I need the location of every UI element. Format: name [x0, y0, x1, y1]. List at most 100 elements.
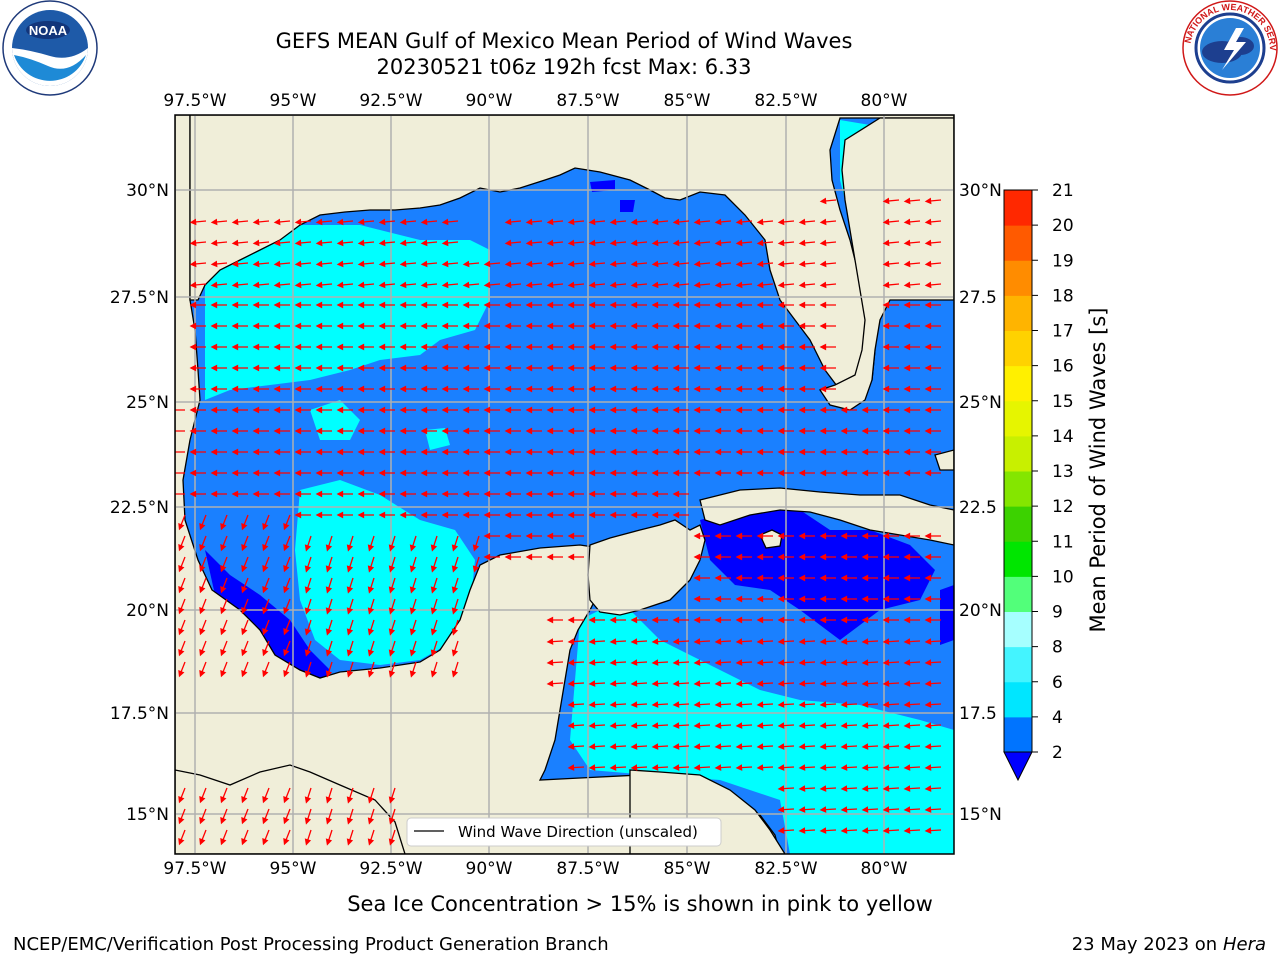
wind-arrow: [175, 406, 185, 414]
wind-arrow: [430, 661, 438, 678]
wind-arrow: [588, 659, 606, 666]
wind-arrow: [714, 764, 732, 771]
wind-arrow: [714, 364, 731, 372]
wind-arrow: [357, 406, 374, 414]
wind-arrow: [903, 743, 921, 750]
wind-arrow: [840, 574, 857, 582]
wind-arrow: [409, 619, 417, 636]
wind-arrow: [798, 680, 816, 687]
graticule: [175, 115, 954, 854]
wind-arrow: [546, 281, 564, 289]
wind-arrow: [777, 260, 795, 268]
latitude-tick-label: 27.5°N: [110, 288, 169, 308]
wind-arrow: [798, 638, 816, 645]
wind-arrow: [367, 640, 375, 657]
wind-arrow: [283, 514, 291, 531]
wind-arrow: [924, 616, 941, 624]
wind-arrow: [861, 659, 879, 666]
wind-arrow: [630, 511, 647, 519]
wind-arrow: [777, 406, 794, 414]
wind-arrow: [420, 364, 437, 372]
wind-arrow: [903, 239, 921, 247]
wind-arrow: [378, 406, 395, 414]
wind-arrow: [399, 448, 416, 456]
wind-arrows: [175, 197, 942, 846]
wind-arrow: [798, 785, 816, 792]
wind-arrow: [693, 553, 710, 561]
wind-arrow: [462, 281, 480, 289]
wind-arrow: [903, 595, 920, 603]
wind-arrow: [903, 680, 921, 687]
wind-arrow: [630, 743, 648, 750]
wind-arrow: [798, 301, 815, 309]
wind-arrow: [546, 553, 563, 561]
wind-arrow: [735, 532, 752, 540]
wind-arrow: [378, 239, 396, 247]
colorbar-segment: [1004, 435, 1032, 472]
wind-arrow: [504, 218, 522, 226]
wind-arrow: [756, 218, 774, 226]
wind-arrow: [294, 343, 311, 351]
longitude-tick-label: 87.5°W: [556, 91, 619, 111]
wind-arrow: [630, 680, 648, 687]
wind-arrow: [630, 218, 648, 226]
wind-arrow: [903, 281, 921, 289]
colorbar: 2 4 6 8 9 10 11 12 13 14 15 16 17 18 19 20 21: [1003, 181, 1074, 782]
wind-arrow: [304, 619, 312, 636]
wind-arrow: [819, 616, 836, 624]
latitude-tick-label-right: 25°N: [959, 393, 1002, 413]
wind-arrow: [199, 640, 207, 657]
wind-arrow: [525, 281, 543, 289]
latitude-tick-label-right: 20°N: [959, 601, 1002, 621]
wind-arrow: [819, 574, 836, 582]
wind-arrow: [210, 301, 227, 309]
wind-arrow: [336, 322, 353, 330]
wind-arrow: [672, 469, 689, 477]
wind-arrow: [336, 406, 353, 414]
wind-arrow: [735, 553, 752, 561]
wind-arrow: [462, 343, 479, 351]
wind-arrow: [609, 301, 626, 309]
wind-arrow: [315, 239, 333, 247]
wind-arrow: [819, 638, 837, 645]
wind-arrow: [651, 659, 669, 666]
wind-arrow: [672, 448, 689, 456]
colorbar-label: Mean Period of Wind Waves [s]: [1086, 308, 1110, 633]
wind-arrow: [525, 490, 542, 498]
wind-arrow: [777, 701, 795, 708]
wind-arrow: [336, 301, 353, 309]
wind-arrow: [903, 469, 920, 477]
wind-arrow: [546, 385, 563, 393]
colorbar-segment: [1004, 190, 1032, 226]
wind-arrow: [777, 595, 794, 603]
wind-arrow: [861, 532, 878, 540]
wind-arrow: [798, 364, 815, 372]
wind-arrow: [441, 469, 458, 477]
wind-arrow: [346, 598, 354, 615]
wind-arrow: [210, 322, 227, 330]
wind-arrow: [294, 490, 311, 498]
wind-arrow: [861, 806, 879, 813]
wind-arrow: [609, 281, 627, 289]
wind-arrow: [777, 281, 795, 289]
wind-arrow: [735, 680, 753, 687]
wind-arrow: [924, 364, 941, 372]
wind-arrow: [609, 364, 626, 372]
wind-arrow: [546, 680, 564, 687]
wind-arrow: [441, 322, 458, 330]
sea-ice-note: Sea Ice Concentration > 15% is shown in …: [347, 892, 933, 916]
wind-arrow: [252, 322, 269, 330]
wind-arrow: [861, 827, 879, 834]
wind-arrow: [252, 490, 269, 498]
wind-arrow: [903, 532, 920, 540]
wind-arrow: [882, 638, 900, 645]
wind-arrow: [546, 427, 563, 435]
wind-arrow: [756, 764, 774, 771]
wind-arrow: [525, 448, 542, 456]
wind-arrow: [315, 301, 332, 309]
wind-arrow: [252, 218, 270, 226]
wind-arrow: [262, 556, 270, 573]
wind-arrow: [483, 511, 500, 519]
wind-arrow: [441, 490, 458, 498]
wind-arrow: [798, 385, 815, 393]
